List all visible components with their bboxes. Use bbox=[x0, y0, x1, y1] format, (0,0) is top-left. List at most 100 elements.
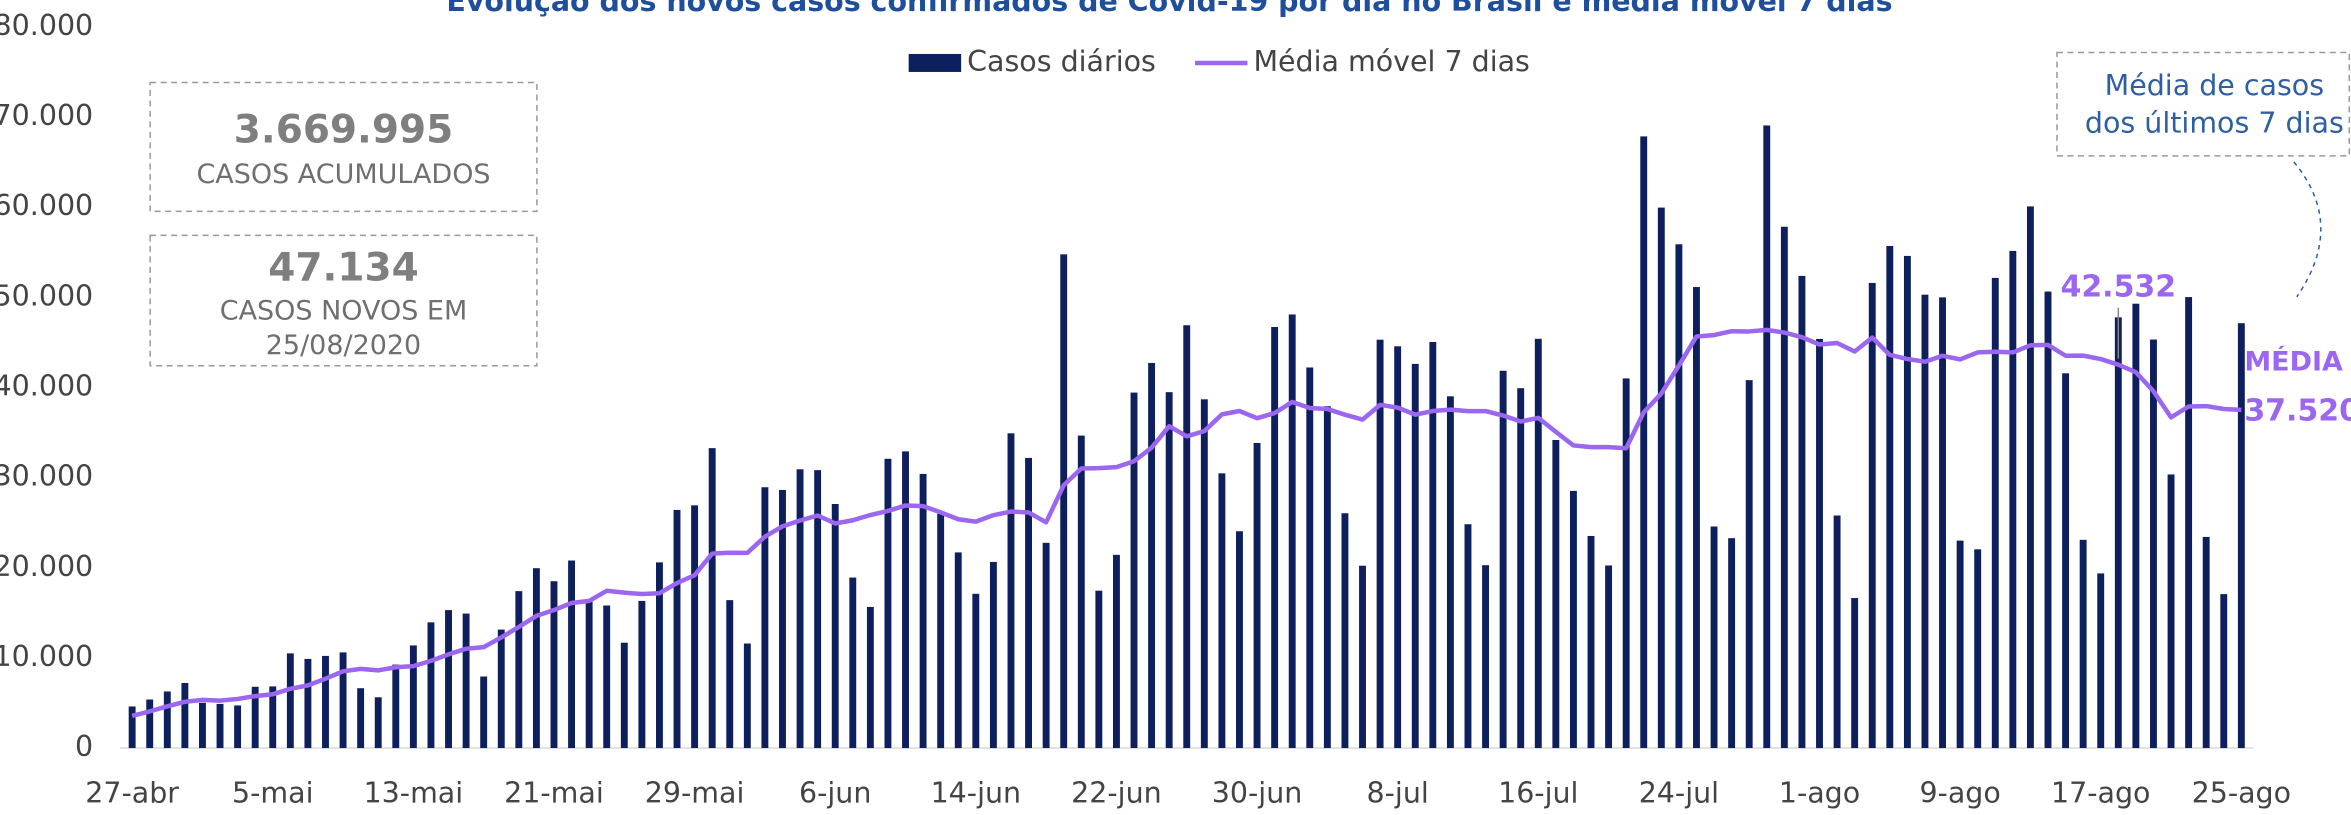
bar bbox=[1517, 388, 1525, 749]
bar bbox=[937, 513, 945, 749]
bar bbox=[181, 682, 189, 749]
chart-title: Evolução dos novos casos confirmados de … bbox=[446, 0, 1892, 18]
bar bbox=[2167, 474, 2175, 749]
bar bbox=[866, 606, 874, 749]
x-tick-label: 16-jul bbox=[1498, 777, 1578, 810]
x-tick-label: 30-jun bbox=[1212, 777, 1303, 810]
bar bbox=[1306, 367, 1314, 749]
legend-swatch bbox=[908, 53, 962, 72]
bar bbox=[638, 600, 646, 749]
bar bbox=[1411, 363, 1419, 749]
bar bbox=[322, 655, 329, 749]
x-tick-label: 24-jul bbox=[1639, 777, 1719, 810]
bar bbox=[814, 470, 822, 749]
bar bbox=[1464, 524, 1472, 749]
bar bbox=[884, 458, 892, 749]
bar bbox=[2044, 291, 2052, 749]
y-tick-label: 20.000 bbox=[0, 550, 93, 583]
bar bbox=[1605, 565, 1613, 749]
bar bbox=[1886, 246, 1894, 749]
y-tick-label: 10.000 bbox=[0, 640, 93, 673]
bar bbox=[1200, 399, 1208, 749]
x-tick-label: 27-abr bbox=[85, 777, 179, 810]
bar bbox=[902, 451, 909, 749]
bar bbox=[1323, 406, 1331, 749]
bar bbox=[1253, 442, 1261, 749]
bar bbox=[2114, 317, 2122, 749]
bar bbox=[515, 591, 523, 749]
bar bbox=[304, 658, 312, 749]
bar bbox=[761, 487, 769, 749]
moving-average-line bbox=[131, 327, 2242, 719]
x-tick-label: 21-mai bbox=[504, 777, 604, 810]
bar bbox=[2237, 323, 2245, 749]
bar bbox=[1130, 392, 1138, 749]
bar bbox=[673, 509, 681, 749]
bar bbox=[1042, 542, 1050, 749]
bar bbox=[1236, 531, 1243, 749]
bar bbox=[2132, 303, 2140, 749]
legend-label: Média móvel 7 dias bbox=[1253, 45, 1529, 78]
bar bbox=[2079, 539, 2087, 749]
x-tick-label: 14-jun bbox=[931, 777, 1022, 810]
y-tick-label: 40.000 bbox=[0, 370, 93, 403]
bar bbox=[708, 448, 716, 749]
bar bbox=[1569, 490, 1577, 749]
box-text: CASOS ACUMULADOS bbox=[196, 159, 490, 190]
box-text: 25/08/2020 bbox=[266, 330, 421, 361]
x-tick-label: 8-jul bbox=[1367, 777, 1429, 810]
note-text: Média de casos bbox=[2105, 69, 2324, 102]
data-label: 37.520 bbox=[2244, 394, 2351, 429]
bar bbox=[1763, 125, 1771, 749]
bar bbox=[2150, 339, 2157, 749]
bar bbox=[1868, 282, 1876, 749]
bar bbox=[1552, 439, 1560, 749]
bar bbox=[1165, 392, 1173, 749]
bar bbox=[691, 505, 699, 749]
bar bbox=[1903, 255, 1911, 749]
x-tick-label: 9-ago bbox=[1919, 777, 2000, 810]
bar bbox=[1499, 370, 1507, 749]
x-tick-label: 17-ago bbox=[2051, 777, 2150, 810]
bar bbox=[1060, 254, 1068, 749]
bar bbox=[427, 622, 435, 749]
annotation-label: MÉDIA bbox=[2244, 345, 2343, 377]
x-tick-label: 5-mai bbox=[232, 777, 313, 810]
bar bbox=[374, 697, 382, 749]
bar bbox=[409, 645, 417, 749]
bar bbox=[357, 688, 365, 749]
bar bbox=[2202, 536, 2210, 749]
bar bbox=[2097, 573, 2105, 749]
bar bbox=[620, 642, 628, 749]
bar bbox=[1833, 515, 1841, 749]
bar bbox=[743, 643, 751, 749]
bar bbox=[1446, 396, 1454, 749]
bar bbox=[1587, 535, 1595, 749]
bar bbox=[1622, 378, 1630, 749]
x-tick-label: 13-mai bbox=[364, 777, 464, 810]
bar bbox=[462, 613, 470, 749]
bar bbox=[919, 473, 927, 749]
legend-label: Casos diários bbox=[967, 45, 1156, 78]
box-value: 3.669.995 bbox=[234, 107, 453, 152]
bar bbox=[1148, 362, 1156, 749]
bar bbox=[989, 561, 997, 749]
bar bbox=[2026, 206, 2034, 749]
bar bbox=[286, 653, 294, 749]
bar bbox=[1288, 314, 1296, 749]
bar bbox=[1534, 338, 1542, 749]
y-tick-label: 0 bbox=[75, 730, 93, 763]
bar bbox=[128, 706, 136, 749]
bar bbox=[1939, 297, 1946, 749]
bar bbox=[480, 676, 488, 749]
x-tick-label: 6-jun bbox=[799, 777, 871, 810]
bar bbox=[2220, 594, 2228, 749]
note-text: dos últimos 7 dias bbox=[2085, 106, 2344, 139]
bar bbox=[726, 600, 734, 749]
bar bbox=[954, 552, 962, 749]
bar bbox=[655, 562, 663, 749]
bar bbox=[1693, 287, 1700, 749]
bar bbox=[497, 629, 505, 749]
